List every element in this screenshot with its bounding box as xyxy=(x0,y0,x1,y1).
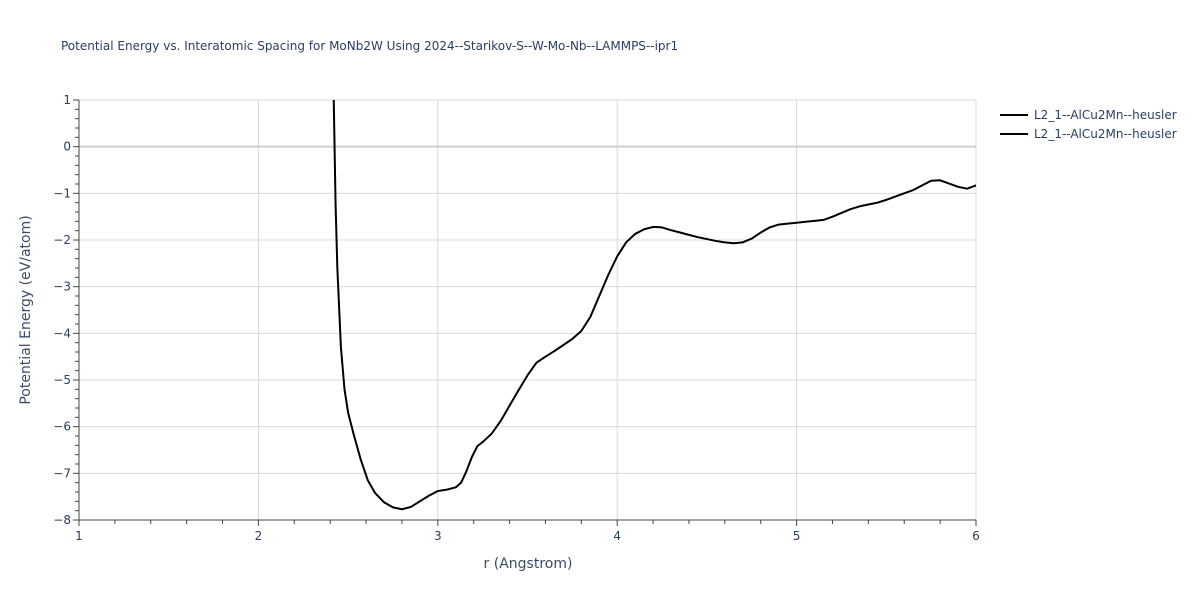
y-tick-label: −1 xyxy=(53,186,71,200)
x-tick-label: 6 xyxy=(972,529,980,543)
y-tick-label: −8 xyxy=(53,513,71,527)
grid-lines xyxy=(78,99,977,521)
x-tick-label: 4 xyxy=(613,529,621,543)
y-tick-label: 0 xyxy=(63,140,71,154)
y-tick-label: −2 xyxy=(53,233,71,247)
y-tick-label: −6 xyxy=(53,420,71,434)
x-tick-label: 3 xyxy=(434,529,442,543)
x-tick-label: 2 xyxy=(255,529,263,543)
x-tick-label: 5 xyxy=(793,529,801,543)
x-axis-title: r (Angstrom) xyxy=(484,556,573,572)
y-tick-label: −3 xyxy=(53,280,71,294)
y-tick-label: −7 xyxy=(53,466,71,480)
series-layer xyxy=(332,100,976,511)
chart-title: Potential Energy vs. Interatomic Spacing… xyxy=(61,39,678,53)
legend-label-1[interactable]: L2_1--AlCu2Mn--heusler xyxy=(1034,108,1177,122)
axes: 1 2 3 4 5 6 1 0 −1 −2 −3 −4 −5 −6 −7 −8 xyxy=(53,93,980,543)
y-axis-title: Potential Energy (eV/atom) xyxy=(18,215,34,404)
series-line-1 xyxy=(332,100,976,511)
y-tick-label: 1 xyxy=(63,93,71,107)
y-tick-label: −5 xyxy=(53,373,71,387)
x-tick-label: 1 xyxy=(75,529,83,543)
y-tick-label: −4 xyxy=(53,326,71,340)
legend-label-2[interactable]: L2_1--AlCu2Mn--heusler xyxy=(1034,127,1177,141)
legend[interactable]: L2_1--AlCu2Mn--heusler L2_1--AlCu2Mn--heu… xyxy=(1000,108,1177,141)
